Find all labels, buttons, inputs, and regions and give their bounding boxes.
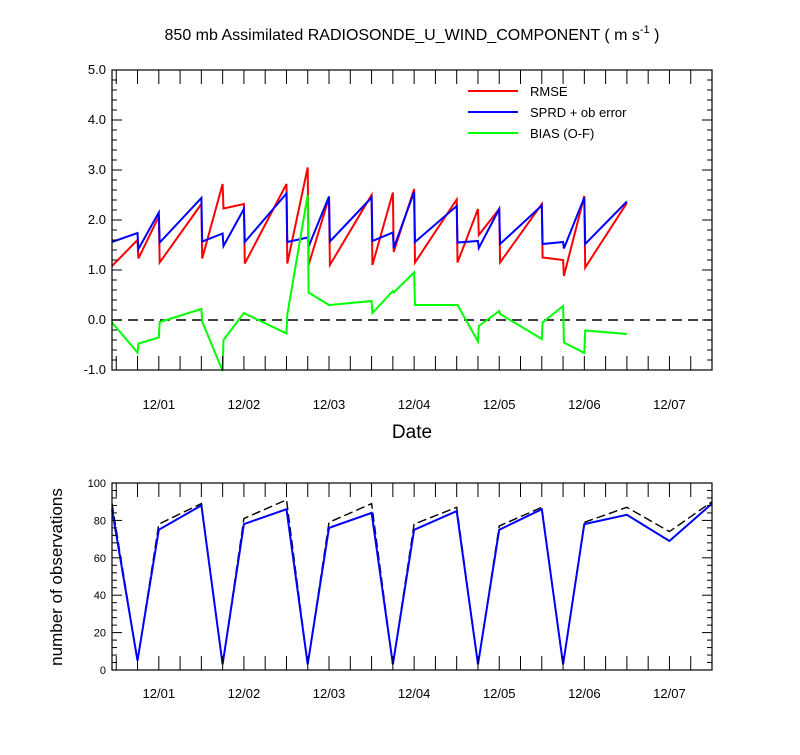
top-legend: RMSE SPRD + ob error BIAS (O-F)	[468, 84, 627, 141]
chart-title-superscript: -1	[640, 24, 650, 36]
bottom-series-group	[111, 498, 713, 665]
bottom-panel: 0 20 40 60 80 100 12/01 12/02 12/03 12/04 12/05 12/…	[88, 478, 713, 701]
top-series-group	[111, 167, 628, 372]
top-ytick-label: 5.0	[88, 62, 106, 77]
bottom-ytick-label: 100	[88, 478, 106, 490]
legend-label-0: RMSE	[530, 84, 568, 99]
chart-title-end: )	[650, 27, 660, 44]
top-ytick-label: 2.0	[88, 212, 106, 227]
bottom-ytick-label: 60	[94, 553, 106, 565]
bottom-xtick-label: 12/05	[483, 686, 516, 701]
top-ytick-label: 4.0	[88, 112, 106, 127]
bottom-series-assimilated	[111, 502, 713, 665]
top-xtick-label: 12/03	[313, 397, 346, 412]
bottom-ytick-label: 20	[94, 628, 106, 640]
top-xtick-label: 12/01	[143, 397, 176, 412]
top-xtick-label: 12/05	[483, 397, 516, 412]
bottom-xtick-label: 12/02	[228, 686, 261, 701]
x-axis-label: Date	[392, 422, 432, 443]
bottom-ytick-label: 0	[100, 665, 106, 677]
top-plot-frame	[111, 69, 713, 371]
y-axis-label-observations: number of observations	[47, 488, 66, 666]
top-xtick-label: 12/07	[653, 397, 686, 412]
chart-title: 850 mb Assimilated RADIOSONDE_U_WIND_COM…	[165, 24, 660, 44]
bottom-xtick-label: 12/06	[568, 686, 601, 701]
top-xtick-label: 12/02	[228, 397, 261, 412]
legend-label-1: SPRD + ob error	[530, 105, 627, 120]
bottom-ytick-label: 80	[94, 515, 106, 527]
bottom-plot-frame	[111, 482, 713, 671]
bottom-xtick-label: 12/04	[398, 686, 431, 701]
top-panel: -1.0 0.0 1.0 2.0 3.0 4.0 5.0 12/01 12/02 12/03 12/…	[84, 62, 713, 412]
top-series-rmse	[111, 167, 628, 277]
top-series-sprd-ob-error	[111, 190, 628, 253]
top-xtick-label: 12/06	[568, 397, 601, 412]
top-ytick-label: 1.0	[88, 262, 106, 277]
chart-title-main: 850 mb Assimilated RADIOSONDE_U_WIND_COM…	[165, 27, 640, 44]
legend-label-2: BIAS (O-F)	[530, 126, 594, 141]
top-ytick-label: 3.0	[88, 162, 106, 177]
bottom-xtick-label: 12/07	[653, 686, 686, 701]
top-series-bias-o-f	[111, 194, 627, 372]
bottom-axis-ticks: 0 20 40 60 80 100 12/01 12/02 12/03 12/04 12/05 12/…	[88, 478, 713, 701]
bottom-xtick-label: 12/01	[143, 686, 176, 701]
bottom-series-possible	[111, 498, 713, 665]
top-ytick-label: -1.0	[84, 362, 106, 377]
top-xtick-label: 12/04	[398, 397, 431, 412]
bottom-xtick-label: 12/03	[313, 686, 346, 701]
bottom-ytick-label: 40	[94, 590, 106, 602]
top-axis-ticks: -1.0 0.0 1.0 2.0 3.0 4.0 5.0 12/01 12/02 12/03 12/…	[84, 62, 713, 412]
top-ytick-label: 0.0	[88, 312, 106, 327]
